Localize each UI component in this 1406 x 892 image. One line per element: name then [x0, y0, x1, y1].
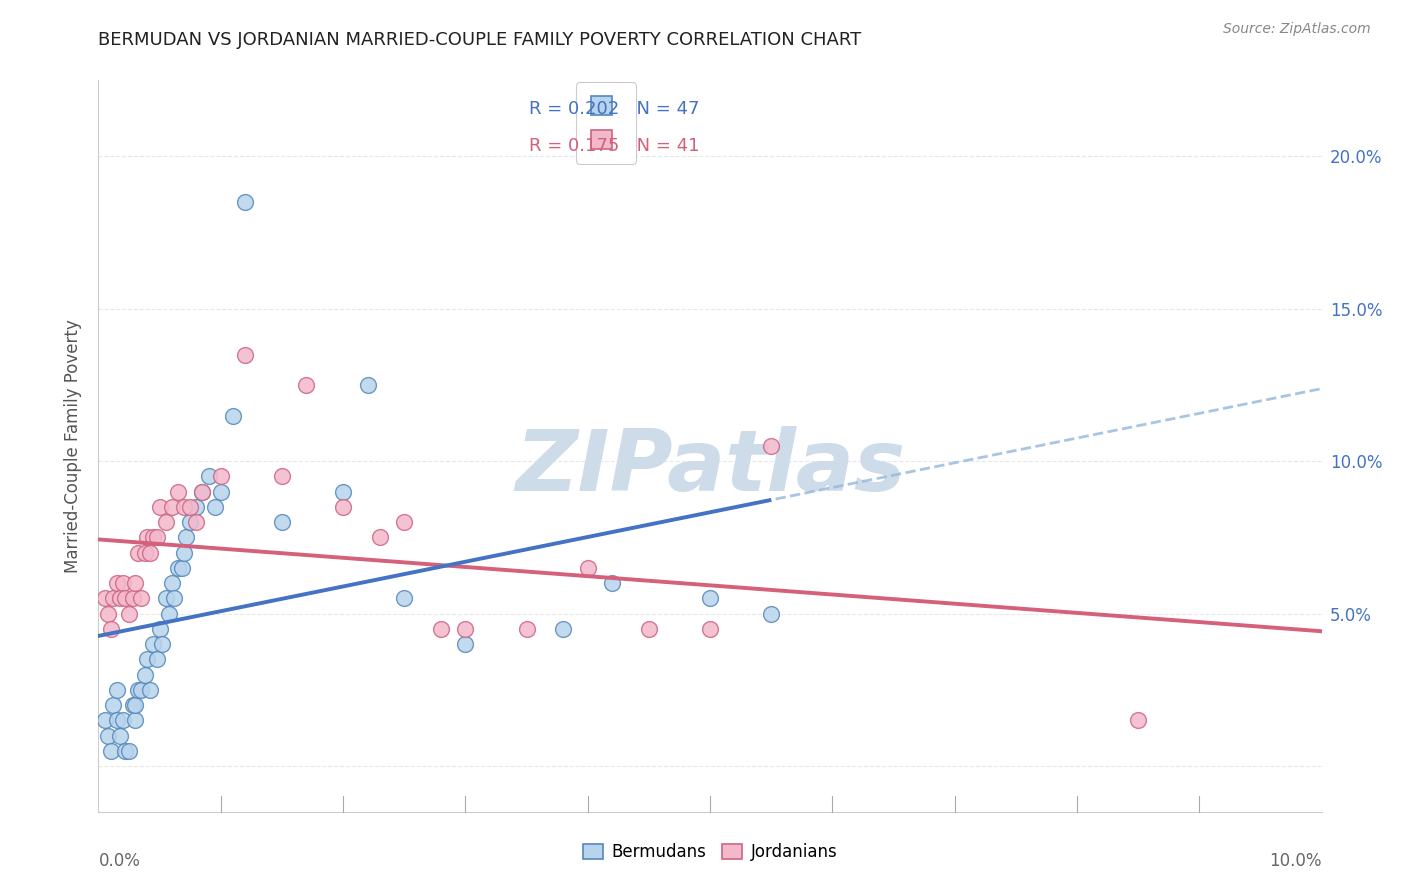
Point: [114, 591, 136, 606]
Point: [100, 744, 122, 758]
Point: [186, 515, 208, 529]
Point: [157, 607, 180, 621]
Point: [356, 378, 378, 392]
Point: [100, 622, 122, 636]
Point: [114, 744, 136, 758]
Point: [101, 591, 124, 606]
Point: [97, 607, 120, 621]
Point: [430, 622, 453, 636]
Point: [127, 546, 149, 560]
Point: [173, 500, 195, 514]
Point: [392, 591, 416, 606]
Point: [516, 622, 538, 636]
Point: [105, 576, 128, 591]
Point: [127, 682, 149, 697]
Point: [699, 591, 721, 606]
Point: [118, 744, 141, 758]
Point: [173, 546, 195, 560]
Point: [167, 484, 190, 499]
Point: [136, 530, 159, 544]
Point: [155, 591, 177, 606]
Point: [553, 622, 575, 636]
Point: [600, 576, 623, 591]
Point: [270, 469, 294, 483]
Point: [163, 591, 186, 606]
Point: [111, 576, 134, 591]
Point: [129, 591, 152, 606]
Point: [124, 714, 146, 728]
Point: [761, 607, 783, 621]
Point: [146, 530, 169, 544]
Point: [170, 561, 193, 575]
Point: [101, 698, 124, 712]
Point: [761, 439, 783, 453]
Point: [197, 469, 219, 483]
Point: [110, 591, 132, 606]
Point: [142, 637, 165, 651]
Point: [105, 682, 128, 697]
Point: [149, 622, 172, 636]
Point: [124, 698, 146, 712]
Point: [142, 530, 165, 544]
Point: [124, 576, 146, 591]
Point: [160, 500, 183, 514]
Point: [97, 729, 120, 743]
Point: [576, 561, 599, 575]
Point: [233, 348, 256, 362]
Point: [233, 195, 256, 210]
Point: [295, 378, 318, 392]
Point: [139, 546, 162, 560]
Point: [332, 500, 354, 514]
Point: [134, 546, 156, 560]
Point: [454, 637, 477, 651]
Point: [93, 714, 115, 728]
Text: Source: ZipAtlas.com: Source: ZipAtlas.com: [1223, 22, 1371, 37]
Point: [110, 729, 132, 743]
Point: [136, 652, 159, 666]
Point: [167, 561, 190, 575]
Point: [209, 484, 232, 499]
Point: [209, 469, 232, 483]
Text: 0.0%: 0.0%: [98, 852, 141, 870]
Point: [1128, 714, 1150, 728]
Point: [134, 667, 156, 681]
Point: [186, 500, 208, 514]
Point: [179, 500, 201, 514]
Point: [638, 622, 661, 636]
Point: [121, 698, 143, 712]
Point: [179, 515, 201, 529]
Text: R = 0.175   N = 41: R = 0.175 N = 41: [529, 137, 700, 155]
Point: [191, 484, 214, 499]
Point: [121, 591, 143, 606]
Y-axis label: Married-Couple Family Poverty: Married-Couple Family Poverty: [65, 319, 83, 573]
Point: [139, 682, 162, 697]
Point: [160, 576, 183, 591]
Point: [368, 530, 391, 544]
Point: [392, 515, 416, 529]
Point: [105, 714, 128, 728]
Point: [454, 622, 477, 636]
Point: [155, 515, 177, 529]
Text: R = 0.202   N = 47: R = 0.202 N = 47: [529, 100, 700, 118]
Point: [93, 591, 115, 606]
Point: [191, 484, 214, 499]
Point: [118, 607, 141, 621]
Text: 10.0%: 10.0%: [1270, 852, 1322, 870]
Point: [332, 484, 354, 499]
Point: [204, 500, 226, 514]
Point: [270, 515, 294, 529]
Point: [222, 409, 245, 423]
Point: [149, 500, 172, 514]
Point: [176, 530, 198, 544]
Point: [129, 682, 152, 697]
Text: BERMUDAN VS JORDANIAN MARRIED-COUPLE FAMILY POVERTY CORRELATION CHART: BERMUDAN VS JORDANIAN MARRIED-COUPLE FAM…: [98, 31, 862, 49]
Point: [150, 637, 173, 651]
Point: [146, 652, 169, 666]
Text: ZIPatlas: ZIPatlas: [515, 426, 905, 509]
Point: [699, 622, 721, 636]
Legend: Bermudans, Jordanians: Bermudans, Jordanians: [574, 835, 846, 869]
Point: [111, 714, 134, 728]
